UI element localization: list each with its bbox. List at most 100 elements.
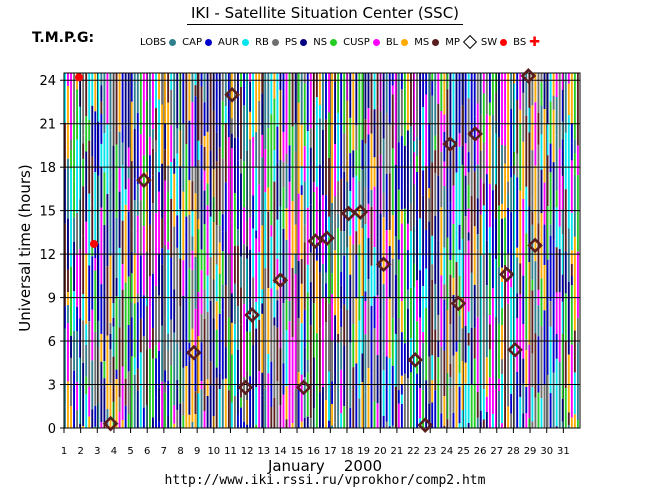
- region-bar: [158, 99, 160, 173]
- region-bar: [455, 351, 458, 361]
- region-bar: [155, 397, 157, 428]
- region-bar: [504, 145, 506, 164]
- region-bar: [519, 123, 522, 191]
- region-bar: [567, 83, 570, 116]
- region-bar: [191, 210, 194, 237]
- region-bar: [130, 101, 133, 118]
- region-bar: [206, 311, 209, 324]
- region-bar: [400, 223, 403, 302]
- region-bar: [464, 175, 467, 217]
- region-bar: [282, 228, 285, 304]
- region-bar: [267, 211, 270, 289]
- region-bar: [258, 252, 261, 320]
- region-bar: [510, 393, 513, 414]
- region-bar: [109, 130, 112, 181]
- region-bar: [485, 73, 488, 115]
- region-bar: [364, 119, 367, 144]
- y-tick-label: 15: [39, 205, 56, 220]
- region-bar: [188, 180, 191, 215]
- region-bar: [109, 255, 112, 323]
- region-bar: [206, 226, 209, 276]
- region-bar: [145, 171, 148, 226]
- region-bar: [91, 73, 94, 106]
- region-bar: [400, 394, 403, 404]
- legend-label: MS: [414, 36, 430, 48]
- region-bar: [376, 355, 379, 404]
- region-bar: [537, 73, 540, 113]
- region-bar: [355, 125, 358, 151]
- region-bar: [255, 212, 258, 231]
- region-bar: [182, 191, 185, 261]
- region-bar: [233, 324, 236, 396]
- region-bar: [422, 390, 425, 413]
- region-bar: [103, 172, 106, 226]
- region-bar: [510, 212, 513, 279]
- region-bar: [240, 173, 242, 182]
- mp-crossing-marker: [340, 205, 357, 222]
- region-bar: [325, 119, 327, 196]
- region-bar: [118, 397, 121, 412]
- region-bar: [233, 258, 236, 284]
- region-bar: [206, 183, 209, 206]
- region-bar: [522, 73, 525, 93]
- region-bar: [325, 322, 327, 401]
- region-bar: [510, 109, 513, 178]
- region-bar: [249, 81, 252, 112]
- region-bar: [209, 385, 212, 428]
- region-bar: [276, 327, 279, 381]
- region-bar: [443, 396, 446, 426]
- region-bar: [173, 73, 176, 138]
- region-bar: [230, 118, 233, 134]
- region-bar: [203, 395, 206, 411]
- region-bar: [495, 73, 497, 93]
- title-text: IKI - Satellite Situation Center (SSC): [186, 4, 464, 25]
- region-bar: [419, 388, 422, 419]
- footer-url[interactable]: http://www.iki.rssi.ru/vprokhor/comp2.ht…: [164, 473, 486, 488]
- region-bar: [218, 147, 221, 211]
- region-bar: [567, 228, 570, 282]
- region-bar: [470, 195, 473, 224]
- region-bar: [495, 259, 497, 317]
- region-bar: [507, 406, 510, 428]
- x-tick-label: 19: [357, 446, 370, 457]
- region-bar: [458, 178, 461, 225]
- region-bar: [488, 315, 491, 325]
- region-bar: [564, 132, 567, 190]
- region-bar: [133, 389, 136, 399]
- region-bar: [349, 190, 352, 236]
- region-bar: [446, 237, 449, 310]
- region-bar: [576, 145, 579, 176]
- region-bar: [97, 121, 100, 176]
- region-bar: [191, 250, 194, 270]
- region-bar: [403, 229, 406, 285]
- region-bar: [406, 130, 409, 186]
- region-bar: [118, 131, 121, 169]
- region-bar: [282, 187, 285, 229]
- region-bar: [413, 184, 415, 227]
- region-bar: [261, 93, 264, 135]
- region-bar: [243, 105, 245, 162]
- region-bar: [121, 289, 124, 367]
- region-bar: [528, 206, 531, 263]
- region-bar: [479, 133, 482, 151]
- x-tick-label: 13: [257, 446, 270, 457]
- region-bar: [139, 425, 142, 428]
- region-bar: [516, 247, 519, 258]
- region-bar: [482, 183, 485, 206]
- region-bar: [188, 414, 191, 428]
- region-bar: [413, 287, 415, 314]
- region-bar: [139, 352, 142, 426]
- region-bar: [416, 155, 418, 172]
- region-bar: [397, 142, 400, 190]
- region-bar: [491, 288, 494, 347]
- region-bar: [461, 73, 464, 106]
- region-bar: [495, 92, 497, 122]
- region-bar: [118, 411, 121, 428]
- region-bar: [209, 216, 212, 257]
- region-bar: [440, 382, 443, 414]
- region-bar: [376, 106, 379, 167]
- region-bar: [291, 337, 294, 391]
- region-bar: [197, 219, 200, 230]
- region-bar: [133, 253, 136, 304]
- region-bar: [464, 325, 467, 363]
